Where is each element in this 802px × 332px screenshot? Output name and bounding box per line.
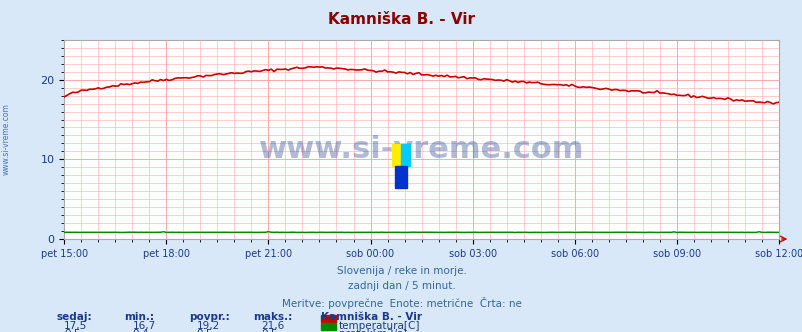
Text: 19,2: 19,2 [196,321,220,331]
Text: www.si-vreme.com: www.si-vreme.com [2,104,11,175]
Text: Slovenija / reke in morje.: Slovenija / reke in morje. [336,266,466,276]
Bar [400,144,409,166]
Text: 21,6: 21,6 [261,321,284,331]
Text: Meritve: povprečne  Enote: metrične  Črta: ne: Meritve: povprečne Enote: metrične Črta:… [282,297,520,309]
Text: 0,5: 0,5 [261,329,277,332]
Text: Kamniška B. - Vir: Kamniška B. - Vir [327,12,475,27]
Text: maks.:: maks.: [253,312,292,322]
Text: 0,4: 0,4 [132,329,149,332]
Text: 0,5: 0,5 [196,329,213,332]
Text: www.si-vreme.com: www.si-vreme.com [258,135,584,164]
Text: temperatura[C]: temperatura[C] [338,321,419,331]
Bar [394,166,407,188]
Text: 17,5: 17,5 [64,321,87,331]
Bar [391,144,400,166]
Text: 0,5: 0,5 [64,329,81,332]
Bar [321,315,335,322]
Bar [321,323,335,330]
Text: 16,7: 16,7 [132,321,156,331]
Text: sedaj:: sedaj: [56,312,91,322]
Text: povpr.:: povpr.: [188,312,229,322]
Text: zadnji dan / 5 minut.: zadnji dan / 5 minut. [347,281,455,291]
Text: min.:: min.: [124,312,154,322]
Text: Kamniška B. - Vir: Kamniška B. - Vir [321,312,422,322]
Text: pretok[m3/s]: pretok[m3/s] [338,329,406,332]
